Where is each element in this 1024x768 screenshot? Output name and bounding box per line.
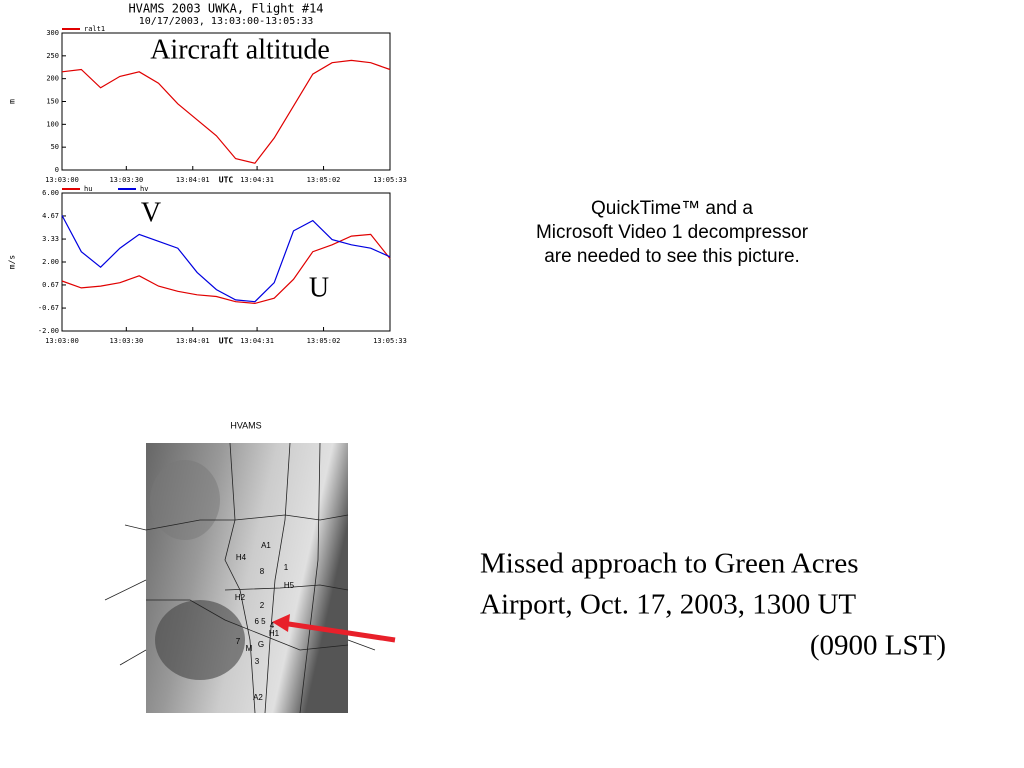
- map-label: H4: [236, 553, 247, 562]
- y-tick-label: -0.67: [38, 304, 59, 312]
- map-label: 4: [270, 621, 275, 630]
- caption: Missed approach to Green Acres: [480, 548, 859, 580]
- annotation: Aircraft altitude: [150, 34, 330, 65]
- placeholder-text: Microsoft Video 1 decompressor: [536, 222, 809, 243]
- y-axis-label: m: [8, 99, 17, 104]
- map-label: 8: [260, 567, 265, 576]
- map-title: HVAMS: [230, 420, 261, 430]
- map-label: G: [258, 640, 264, 649]
- arrow-head: [272, 614, 290, 632]
- x-tick-label: 13:03:30: [109, 337, 143, 345]
- x-tick-label: 13:03:00: [45, 337, 79, 345]
- y-tick-label: 150: [46, 98, 59, 106]
- y-tick-label: 0.67: [42, 281, 59, 289]
- legend-label: ralt1: [84, 25, 105, 33]
- legend-label: hu: [84, 185, 92, 193]
- y-tick-label: 50: [51, 143, 59, 151]
- map-label: M: [246, 644, 253, 653]
- plot-frame: [61, 192, 391, 332]
- data-line: [61, 215, 391, 303]
- placeholder-text: are needed to see this picture.: [544, 246, 800, 267]
- x-tick-label: 13:03:00: [45, 176, 79, 184]
- data-line: [61, 59, 391, 164]
- terrain-shade: [150, 460, 220, 540]
- map-label: H1: [269, 629, 280, 638]
- y-tick-label: 100: [46, 120, 59, 128]
- map-label: 6 5: [254, 617, 266, 626]
- y-axis-label: m/s: [8, 255, 17, 270]
- caption: Airport, Oct. 17, 2003, 1300 UT: [480, 589, 856, 621]
- y-tick-label: 4.67: [42, 212, 59, 220]
- map-label: A1: [261, 541, 271, 550]
- map-label: 3: [255, 657, 260, 666]
- map-label: 2: [260, 601, 265, 610]
- map-label: 7: [236, 637, 241, 646]
- legend-label: hv: [140, 185, 148, 193]
- y-tick-label: 2.00: [42, 258, 59, 266]
- y-tick-label: 250: [46, 52, 59, 60]
- x-axis-label: UTC: [219, 176, 234, 185]
- x-tick-label: 13:03:30: [109, 176, 143, 184]
- chart-subtitle: 10/17/2003, 13:03:00-13:05:33: [139, 16, 314, 27]
- x-tick-label: 13:05:33: [373, 337, 407, 345]
- x-tick-label: 13:04:01: [176, 337, 210, 345]
- data-line: [61, 233, 391, 305]
- x-tick-label: 13:05:33: [373, 176, 407, 184]
- annotation: V: [141, 197, 161, 228]
- y-tick-label: 0: [55, 166, 59, 174]
- y-tick-label: 3.33: [42, 235, 59, 243]
- boundaries: [104, 442, 376, 714]
- arrow: [281, 620, 396, 643]
- y-tick-label: 6.00: [42, 189, 59, 197]
- placeholder-text: QuickTime™ and a: [591, 198, 753, 219]
- y-tick-label: -2.00: [38, 327, 59, 335]
- x-tick-label: 13:05:02: [307, 337, 341, 345]
- chart-title: HVAMS 2003 UWKA, Flight #14: [128, 2, 323, 16]
- x-tick-label: 13:04:31: [240, 176, 274, 184]
- x-tick-label: 13:05:02: [307, 176, 341, 184]
- map-label: H5: [284, 581, 295, 590]
- terrain-shade: [155, 600, 245, 680]
- x-axis-label: UTC: [219, 337, 234, 346]
- map-label: H2: [235, 593, 246, 602]
- annotation: U: [309, 272, 329, 303]
- map-label: A2: [253, 693, 263, 702]
- map-label: 1: [284, 563, 289, 572]
- x-tick-label: 13:04:31: [240, 337, 274, 345]
- y-tick-label: 200: [46, 75, 59, 83]
- y-tick-label: 300: [46, 29, 59, 37]
- caption: (0900 LST): [810, 630, 946, 662]
- x-tick-label: 13:04:01: [176, 176, 210, 184]
